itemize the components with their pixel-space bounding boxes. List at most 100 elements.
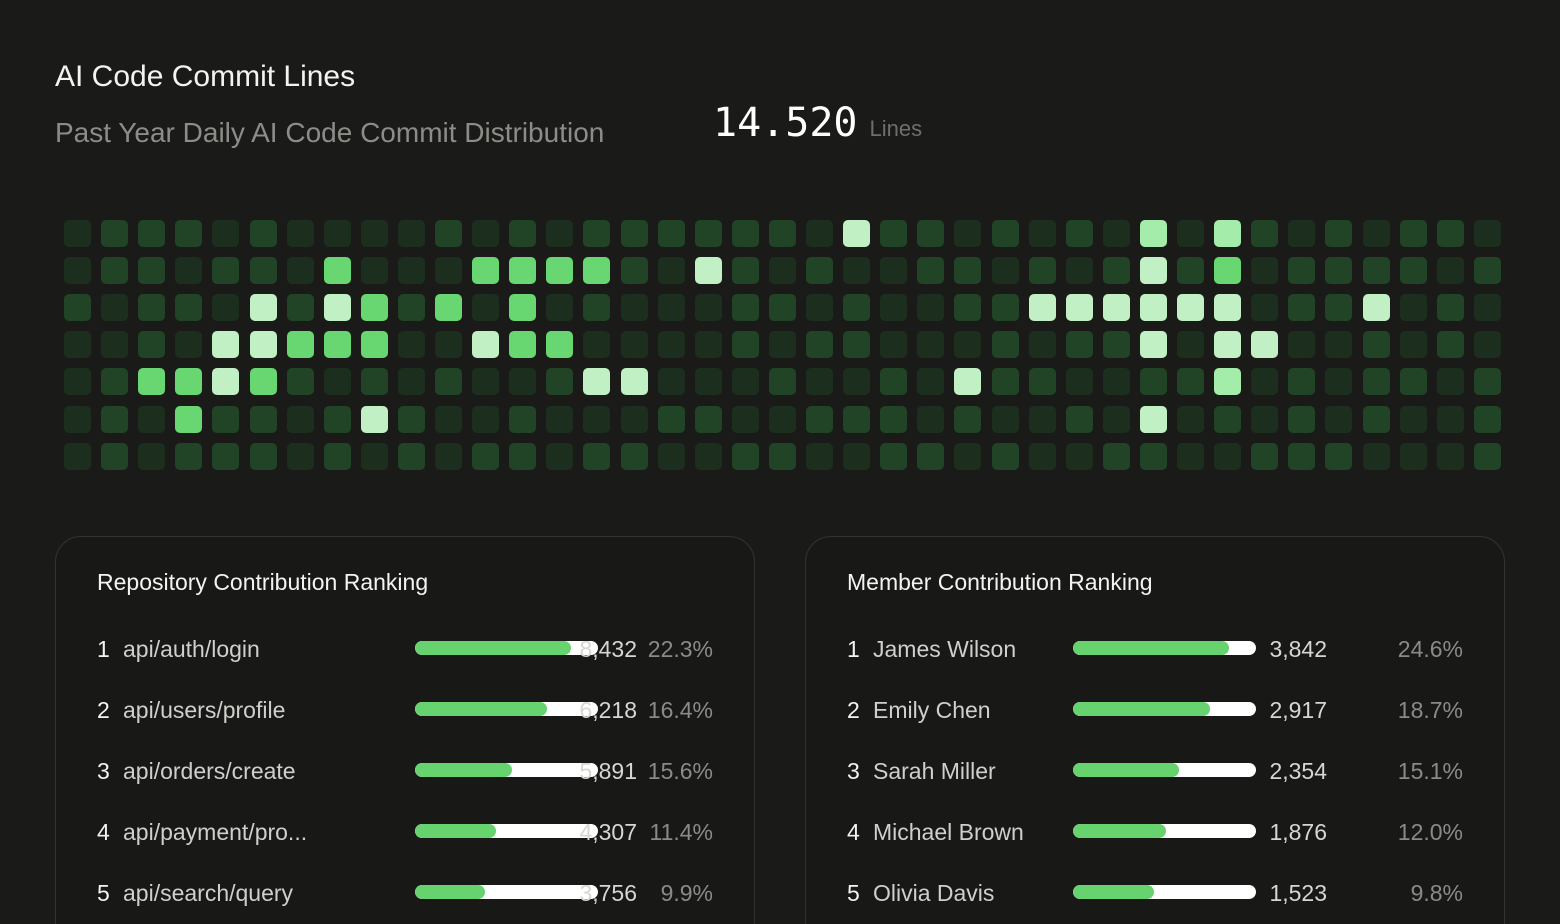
- heatmap-cell[interactable]: [64, 257, 91, 284]
- heatmap-cell[interactable]: [583, 331, 610, 358]
- heatmap-cell[interactable]: [1066, 294, 1093, 321]
- heatmap-cell[interactable]: [1140, 220, 1167, 247]
- member-ranking-row[interactable]: 3 Sarah Miller 2,354 15.1%: [847, 750, 1467, 790]
- heatmap-cell[interactable]: [1437, 443, 1464, 470]
- heatmap-cell[interactable]: [1400, 331, 1427, 358]
- heatmap-cell[interactable]: [695, 331, 722, 358]
- heatmap-cell[interactable]: [101, 331, 128, 358]
- heatmap-cell[interactable]: [843, 257, 870, 284]
- heatmap-cell[interactable]: [1066, 220, 1093, 247]
- heatmap-cell[interactable]: [1288, 257, 1315, 284]
- heatmap-cell[interactable]: [695, 406, 722, 433]
- heatmap-cell[interactable]: [212, 331, 239, 358]
- heatmap-cell[interactable]: [992, 294, 1019, 321]
- heatmap-cell[interactable]: [1325, 443, 1352, 470]
- heatmap-cell[interactable]: [509, 406, 536, 433]
- heatmap-cell[interactable]: [954, 294, 981, 321]
- heatmap-cell[interactable]: [880, 294, 907, 321]
- heatmap-cell[interactable]: [472, 331, 499, 358]
- heatmap-cell[interactable]: [880, 443, 907, 470]
- heatmap-cell[interactable]: [1140, 331, 1167, 358]
- heatmap-cell[interactable]: [1325, 406, 1352, 433]
- member-ranking-row[interactable]: 2 Emily Chen 2,917 18.7%: [847, 689, 1467, 729]
- heatmap-cell[interactable]: [324, 368, 351, 395]
- heatmap-cell[interactable]: [1214, 294, 1241, 321]
- heatmap-cell[interactable]: [917, 331, 944, 358]
- heatmap-cell[interactable]: [509, 331, 536, 358]
- heatmap-cell[interactable]: [361, 331, 388, 358]
- heatmap-cell[interactable]: [1437, 331, 1464, 358]
- heatmap-cell[interactable]: [1251, 368, 1278, 395]
- heatmap-cell[interactable]: [398, 220, 425, 247]
- heatmap-cell[interactable]: [658, 257, 685, 284]
- heatmap-cell[interactable]: [324, 406, 351, 433]
- heatmap-cell[interactable]: [992, 368, 1019, 395]
- heatmap-cell[interactable]: [1288, 406, 1315, 433]
- heatmap-cell[interactable]: [361, 220, 388, 247]
- heatmap-cell[interactable]: [361, 406, 388, 433]
- heatmap-cell[interactable]: [658, 220, 685, 247]
- heatmap-cell[interactable]: [806, 331, 833, 358]
- heatmap-cell[interactable]: [1251, 220, 1278, 247]
- member-ranking-row[interactable]: 4 Michael Brown 1,876 12.0%: [847, 811, 1467, 851]
- heatmap-cell[interactable]: [1363, 443, 1390, 470]
- heatmap-cell[interactable]: [843, 220, 870, 247]
- heatmap-cell[interactable]: [1437, 406, 1464, 433]
- heatmap-cell[interactable]: [1214, 368, 1241, 395]
- heatmap-cell[interactable]: [1288, 368, 1315, 395]
- heatmap-cell[interactable]: [1029, 443, 1056, 470]
- heatmap-cell[interactable]: [1214, 406, 1241, 433]
- heatmap-cell[interactable]: [435, 406, 462, 433]
- heatmap-cell[interactable]: [732, 294, 759, 321]
- heatmap-cell[interactable]: [1140, 368, 1167, 395]
- heatmap-cell[interactable]: [546, 257, 573, 284]
- heatmap-cell[interactable]: [769, 406, 796, 433]
- heatmap-cell[interactable]: [658, 331, 685, 358]
- heatmap-cell[interactable]: [1325, 368, 1352, 395]
- heatmap-cell[interactable]: [880, 331, 907, 358]
- heatmap-cell[interactable]: [621, 443, 648, 470]
- heatmap-cell[interactable]: [880, 220, 907, 247]
- heatmap-cell[interactable]: [1140, 294, 1167, 321]
- heatmap-cell[interactable]: [1140, 443, 1167, 470]
- heatmap-cell[interactable]: [843, 406, 870, 433]
- heatmap-cell[interactable]: [175, 220, 202, 247]
- heatmap-cell[interactable]: [1177, 331, 1204, 358]
- heatmap-cell[interactable]: [880, 406, 907, 433]
- heatmap-cell[interactable]: [1437, 368, 1464, 395]
- heatmap-cell[interactable]: [287, 443, 314, 470]
- heatmap-cell[interactable]: [175, 257, 202, 284]
- repo-ranking-row[interactable]: 1 api/auth/login 8,432 22.3%: [97, 628, 717, 668]
- heatmap-cell[interactable]: [138, 294, 165, 321]
- heatmap-cell[interactable]: [324, 294, 351, 321]
- heatmap-cell[interactable]: [175, 406, 202, 433]
- heatmap-cell[interactable]: [1029, 331, 1056, 358]
- heatmap-cell[interactable]: [64, 368, 91, 395]
- heatmap-cell[interactable]: [546, 331, 573, 358]
- heatmap-cell[interactable]: [546, 368, 573, 395]
- heatmap-cell[interactable]: [212, 368, 239, 395]
- heatmap-cell[interactable]: [1103, 220, 1130, 247]
- heatmap-cell[interactable]: [583, 257, 610, 284]
- heatmap-cell[interactable]: [583, 220, 610, 247]
- heatmap-cell[interactable]: [917, 294, 944, 321]
- heatmap-cell[interactable]: [1029, 257, 1056, 284]
- heatmap-cell[interactable]: [287, 406, 314, 433]
- heatmap-cell[interactable]: [1103, 406, 1130, 433]
- heatmap-cell[interactable]: [1177, 220, 1204, 247]
- heatmap-cell[interactable]: [472, 368, 499, 395]
- heatmap-cell[interactable]: [1251, 443, 1278, 470]
- heatmap-cell[interactable]: [361, 294, 388, 321]
- heatmap-cell[interactable]: [546, 443, 573, 470]
- heatmap-cell[interactable]: [806, 406, 833, 433]
- heatmap-cell[interactable]: [1288, 220, 1315, 247]
- repo-ranking-row[interactable]: 5 api/search/query 3,756 9.9%: [97, 872, 717, 912]
- heatmap-cell[interactable]: [138, 220, 165, 247]
- heatmap-cell[interactable]: [732, 443, 759, 470]
- heatmap-cell[interactable]: [1029, 406, 1056, 433]
- heatmap-cell[interactable]: [175, 294, 202, 321]
- heatmap-cell[interactable]: [361, 443, 388, 470]
- heatmap-cell[interactable]: [250, 443, 277, 470]
- heatmap-cell[interactable]: [435, 368, 462, 395]
- heatmap-cell[interactable]: [1029, 220, 1056, 247]
